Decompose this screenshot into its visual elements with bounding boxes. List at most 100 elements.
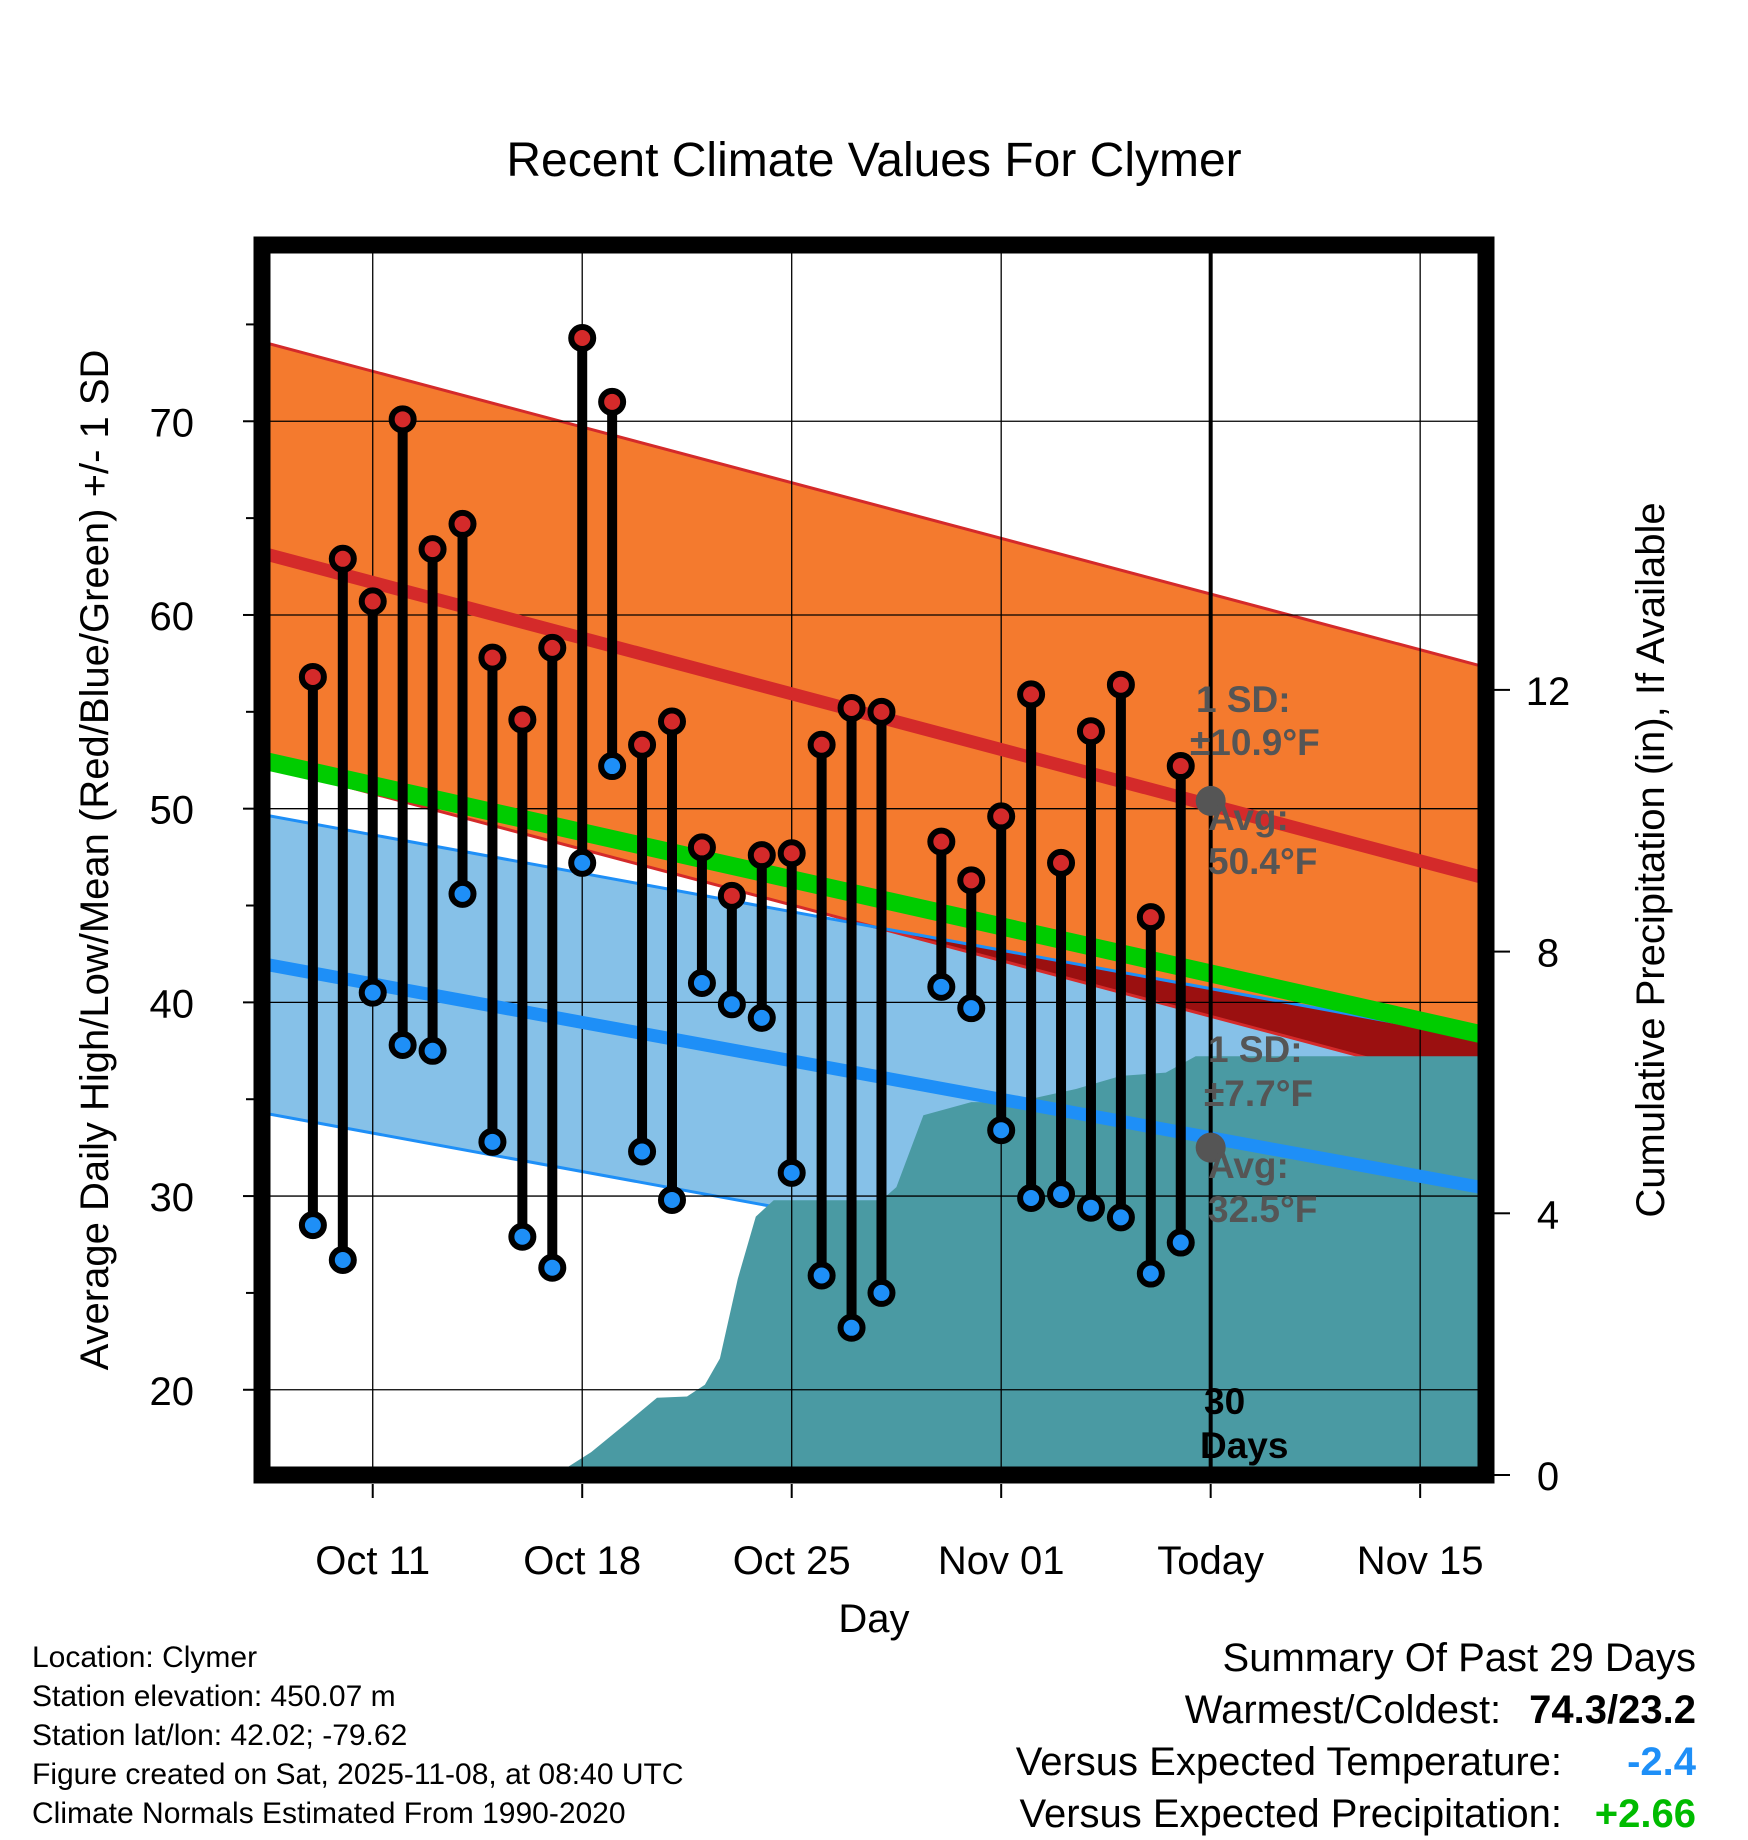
axis-ticks: 20 30 40 50 60 70 0 4 8 12 Oct 11 Oct 18 Oct 25 Nov 0… bbox=[150, 323, 1571, 1583]
daily-high-point bbox=[1076, 717, 1105, 746]
created-text: Figure created on Sat, 2025-11-08, at 08… bbox=[32, 1758, 684, 1791]
daily-high-point bbox=[298, 662, 327, 691]
daily-low-point bbox=[298, 1211, 327, 1240]
precip-anomaly-value: +2.66 bbox=[1594, 1792, 1696, 1836]
daily-low-point bbox=[448, 879, 477, 908]
precip-label: Versus Expected Precipitation: bbox=[1019, 1792, 1562, 1836]
y-right-tick-label: 0 bbox=[1537, 1455, 1559, 1499]
y-left-tick-label: 20 bbox=[150, 1370, 195, 1414]
daily-high-point bbox=[598, 387, 627, 416]
chart-title: Recent Climate Values For Clymer bbox=[506, 134, 1241, 187]
low-avg-label: Avg: bbox=[1208, 1145, 1289, 1186]
cumulative-precip-area bbox=[555, 1056, 1486, 1475]
daily-high-point bbox=[1136, 903, 1165, 932]
daily-low-point bbox=[987, 1116, 1016, 1145]
daily-high-point bbox=[747, 841, 776, 870]
daily-low-point bbox=[388, 1030, 417, 1059]
daily-low-point bbox=[1106, 1203, 1135, 1232]
x-tick-label: Today bbox=[1157, 1539, 1264, 1583]
daily-low-point bbox=[717, 990, 746, 1019]
daily-low-point bbox=[508, 1222, 537, 1251]
normal-high-upper-edge bbox=[262, 340, 1486, 669]
daily-high-point bbox=[957, 866, 986, 895]
daily-high-point bbox=[1017, 680, 1046, 709]
daily-low-point bbox=[358, 978, 387, 1007]
daily-low-point bbox=[1047, 1180, 1076, 1209]
daily-points bbox=[298, 323, 1195, 1342]
daily-high-point bbox=[328, 544, 357, 573]
high-avg-value: 50.4°F bbox=[1208, 841, 1317, 882]
daily-low-point bbox=[1017, 1184, 1046, 1213]
daily-high-point bbox=[1047, 848, 1076, 877]
high-sd-value: ±10.9°F bbox=[1190, 722, 1320, 763]
high-sd-label: 1 SD: bbox=[1196, 679, 1291, 720]
daily-high-point bbox=[927, 827, 956, 856]
y-right-tick-label: 12 bbox=[1526, 670, 1571, 714]
daily-high-point bbox=[657, 707, 686, 736]
daily-low-point bbox=[657, 1185, 686, 1214]
daily-high-point bbox=[867, 697, 896, 726]
daily-low-point bbox=[867, 1278, 896, 1307]
daily-low-point bbox=[418, 1036, 447, 1065]
daily-low-point bbox=[807, 1261, 836, 1290]
y-left-tick-label: 40 bbox=[150, 982, 195, 1026]
summary-temp: Versus Expected Temperature: -2.4 bbox=[1016, 1736, 1696, 1788]
days-count: 30 bbox=[1204, 1381, 1245, 1422]
daily-low-point bbox=[1166, 1228, 1195, 1257]
x-tick-label: Oct 25 bbox=[733, 1539, 851, 1583]
daily-high-point bbox=[628, 730, 657, 759]
daily-low-point bbox=[1076, 1193, 1105, 1222]
daily-high-point bbox=[837, 693, 866, 722]
daily-high-point bbox=[1166, 752, 1195, 781]
daily-low-point bbox=[777, 1158, 806, 1187]
low-sd-value: ±7.7°F bbox=[1204, 1073, 1313, 1114]
daily-high-point bbox=[987, 802, 1016, 831]
location-text: Location: Clymer bbox=[32, 1641, 258, 1674]
daily-high-point bbox=[777, 839, 806, 868]
latlon-text: Station lat/lon: 42.02; -79.62 bbox=[32, 1719, 408, 1752]
daily-low-point bbox=[927, 972, 956, 1001]
daily-low-point bbox=[837, 1313, 866, 1342]
daily-range-bars bbox=[307, 337, 1186, 1328]
x-tick-label: Nov 15 bbox=[1357, 1539, 1484, 1583]
daily-low-point bbox=[747, 1003, 776, 1032]
temp-label: Versus Expected Temperature: bbox=[1015, 1740, 1562, 1784]
plot-frame bbox=[253, 236, 1495, 1484]
summary-warm-cold: Warmest/Coldest: 74.3/23.2 bbox=[1016, 1684, 1696, 1736]
daily-high-point bbox=[717, 881, 746, 910]
daily-high-point bbox=[478, 643, 507, 672]
daily-high-point bbox=[807, 730, 836, 759]
daily-high-point bbox=[358, 587, 387, 616]
daily-high-point bbox=[388, 405, 417, 434]
x-tick-label: Oct 18 bbox=[523, 1539, 641, 1583]
daily-low-point bbox=[478, 1127, 507, 1156]
y-right-tick-label: 4 bbox=[1537, 1193, 1559, 1237]
x-tick-label: Oct 11 bbox=[315, 1539, 430, 1583]
y-right-tick-label: 8 bbox=[1537, 932, 1559, 976]
today-low-avg-marker bbox=[1195, 1132, 1226, 1163]
daily-high-point bbox=[418, 535, 447, 564]
elevation-text: Station elevation: 450.07 m bbox=[32, 1680, 396, 1713]
summary-panel: Summary Of Past 29 Days Warmest/Coldest:… bbox=[1016, 1632, 1696, 1840]
y-left-tick-label: 60 bbox=[150, 595, 195, 639]
summary-precip: Versus Expected Precipitation: +2.66 bbox=[1016, 1788, 1696, 1840]
normal-low-line bbox=[262, 957, 1486, 1195]
daily-high-point bbox=[448, 509, 477, 538]
temp-anomaly-value: -2.4 bbox=[1627, 1740, 1696, 1784]
daily-low-point bbox=[568, 848, 597, 877]
summary-title: Summary Of Past 29 Days bbox=[1222, 1636, 1696, 1680]
y-left-tick-label: 70 bbox=[150, 401, 195, 445]
x-tick-label: Nov 01 bbox=[938, 1539, 1065, 1583]
daily-low-point bbox=[1136, 1259, 1165, 1288]
daily-low-point bbox=[538, 1253, 567, 1282]
daily-low-point bbox=[628, 1137, 657, 1166]
today-high-avg-marker bbox=[1195, 785, 1226, 816]
daily-high-point bbox=[538, 633, 567, 662]
y-axis-left-label: Average Daily High/Low/Mean (Red/Blue/Gr… bbox=[73, 350, 117, 1371]
daily-high-point bbox=[1106, 670, 1135, 699]
daily-high-point bbox=[687, 833, 716, 862]
daily-low-point bbox=[957, 994, 986, 1023]
high-avg-label: Avg: bbox=[1208, 797, 1289, 838]
y-left-tick-label: 30 bbox=[150, 1176, 195, 1220]
warm-cold-label: Warmest/Coldest: bbox=[1184, 1688, 1502, 1732]
